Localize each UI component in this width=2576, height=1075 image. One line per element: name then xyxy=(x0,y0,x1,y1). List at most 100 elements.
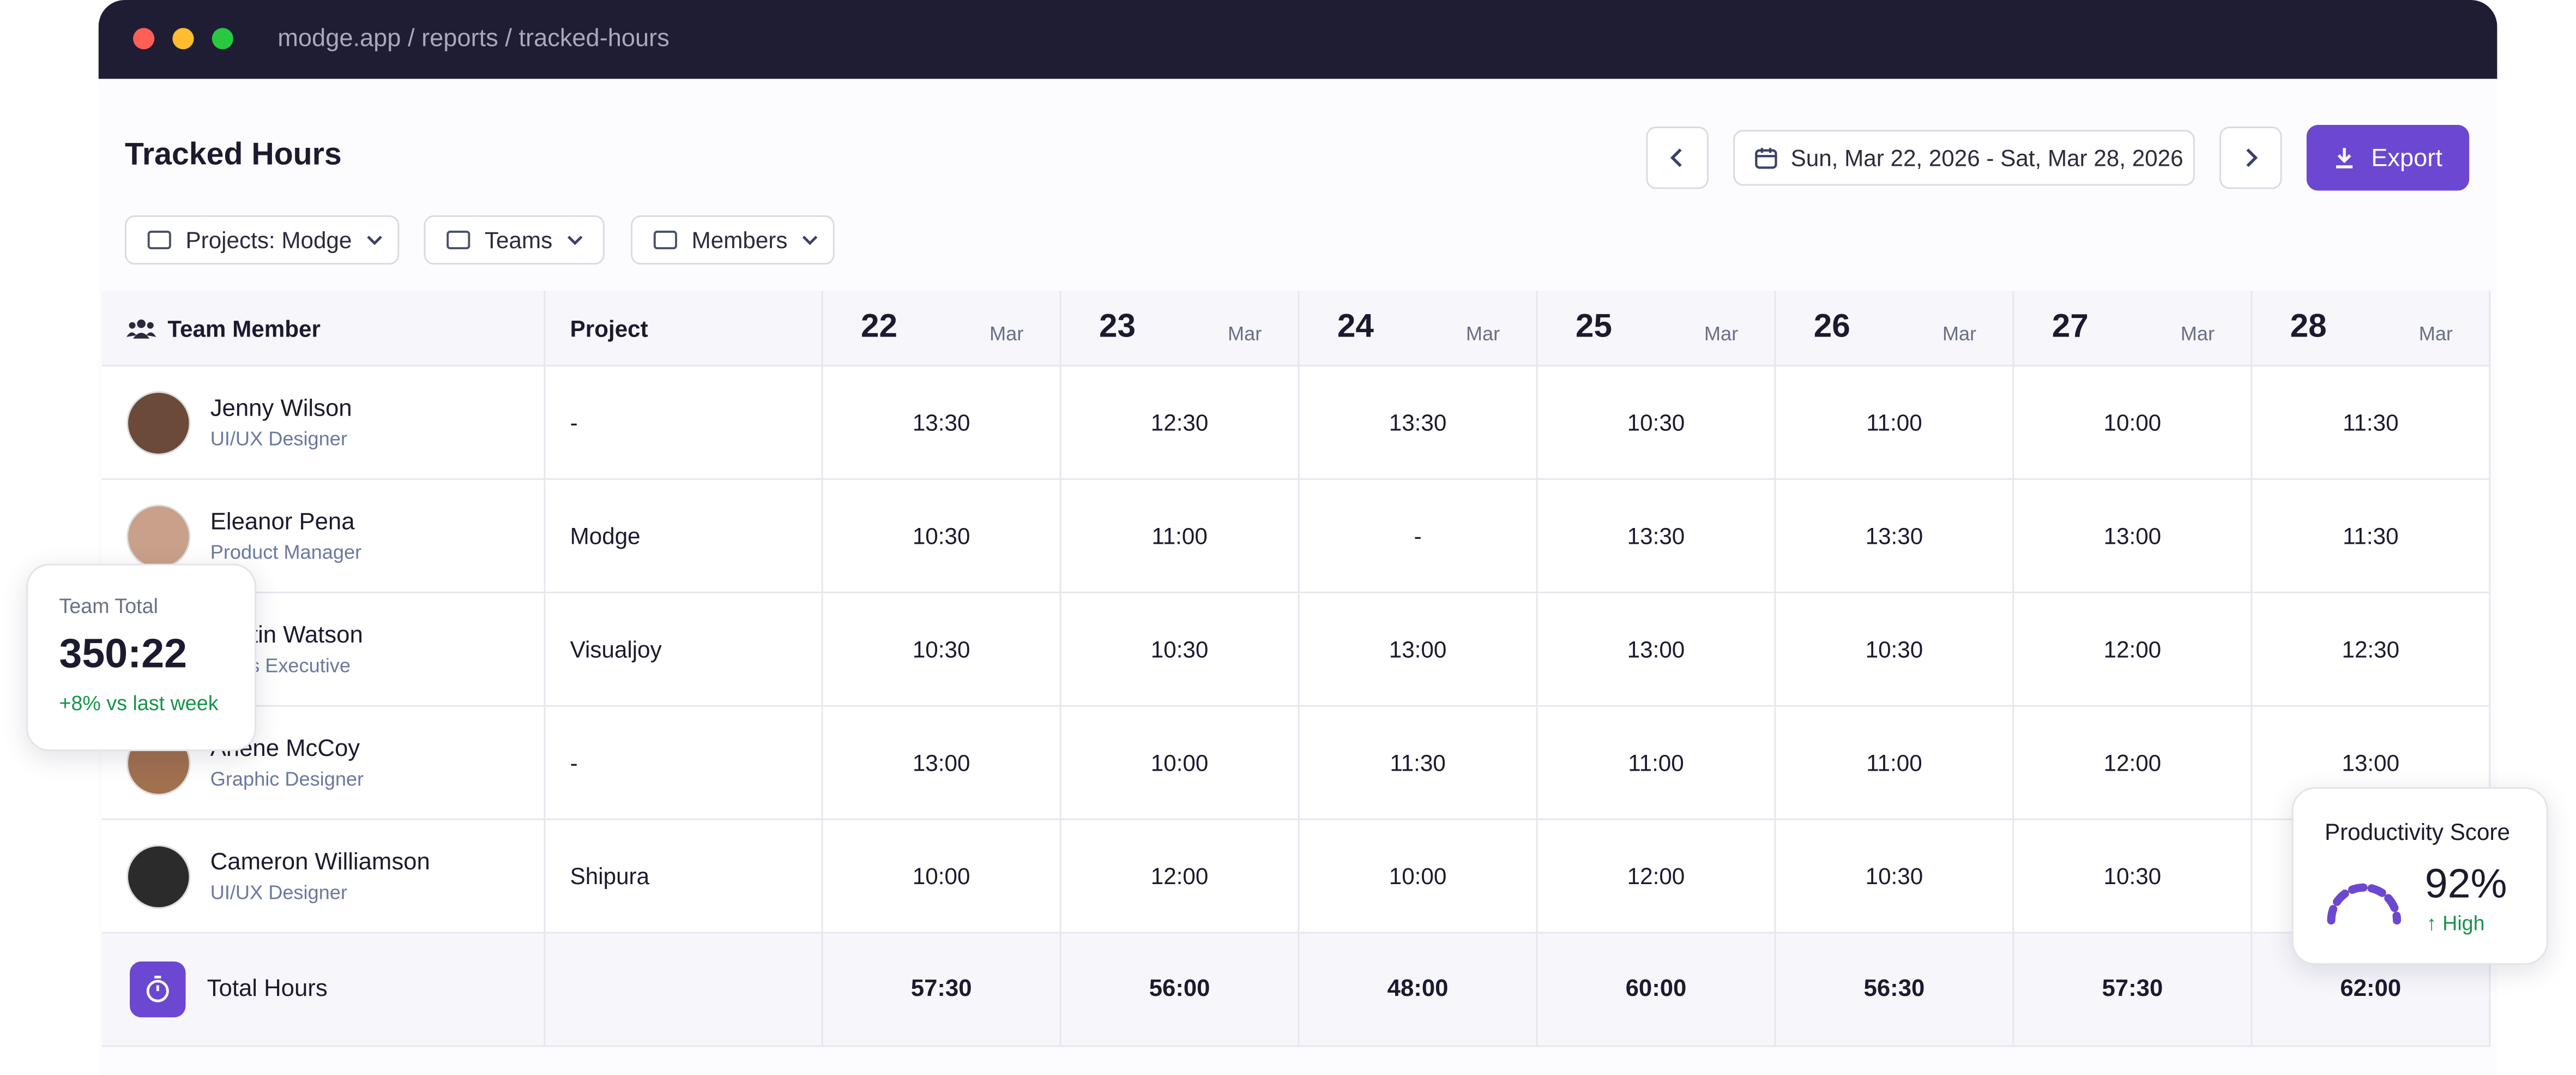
header-cell: Team Member xyxy=(101,291,546,367)
avatar xyxy=(126,390,191,455)
project-cell: Shipura xyxy=(545,820,823,934)
day-number: 27 xyxy=(2052,309,2089,345)
hours-cell: 13:00 xyxy=(1299,593,1538,707)
hours-cell: 10:00 xyxy=(1061,706,1300,820)
hours-cell: 13:30 xyxy=(1299,366,1538,480)
hours-cell: 12:00 xyxy=(2014,593,2253,707)
project-cell: Visualjoy xyxy=(545,593,823,707)
filter-icon xyxy=(147,230,171,249)
total-project-cell xyxy=(545,933,823,1047)
member-info: Eleanor Pena Product Manager xyxy=(210,509,361,563)
filter-icon xyxy=(653,230,677,249)
project-cell: - xyxy=(545,366,823,480)
total-label: Total Hours xyxy=(207,976,328,1003)
hours-cell: 11:00 xyxy=(1776,706,2014,820)
day-number: 28 xyxy=(2290,309,2327,345)
day-month: Mar xyxy=(990,321,1024,345)
hours-cell: 11:30 xyxy=(2252,366,2491,480)
up-arrow: ↑ xyxy=(2426,912,2443,935)
filter-label: Members xyxy=(691,226,788,254)
filter-label: Projects: Modge xyxy=(185,226,352,254)
hours-cell: - xyxy=(1299,479,1538,593)
member-name: Jenny Wilson xyxy=(210,395,352,422)
hours-cell: 11:30 xyxy=(2252,479,2491,593)
close-dot[interactable] xyxy=(133,28,155,50)
hours-cell: 10:30 xyxy=(823,593,1061,707)
date-range: Sun, Mar 22, 2026 - Sat, Mar 28, 2026 xyxy=(1790,145,2183,171)
member-role: Product Manager xyxy=(210,539,362,563)
maximize-dot[interactable] xyxy=(212,28,233,50)
avatar xyxy=(126,503,191,568)
hours-cell: 13:30 xyxy=(1537,479,1776,593)
day-header: 23 Mar xyxy=(1061,291,1300,367)
day-month: Mar xyxy=(2180,321,2215,345)
hours-cell: 12:00 xyxy=(2014,706,2253,820)
member-info: Cameron Williamson UI/UX Designer xyxy=(210,849,430,903)
team-total-change: +8% vs last week xyxy=(59,692,219,715)
filter-button[interactable]: Members xyxy=(631,215,835,265)
member-name: Eleanor Pena xyxy=(210,508,355,535)
day-month: Mar xyxy=(1942,321,1977,345)
member-role: UI/UX Designer xyxy=(210,426,347,450)
project-cell: - xyxy=(545,706,823,820)
browser-bar: modge.app / reports / tracked-hours xyxy=(98,0,2497,79)
filter-button[interactable]: Projects: Modge xyxy=(125,215,400,265)
hours-cell: 11:00 xyxy=(1537,706,1776,820)
chevron xyxy=(367,236,383,245)
hours-cell: 12:30 xyxy=(1061,366,1300,480)
filter-button[interactable]: Teams xyxy=(424,215,605,265)
next-week[interactable] xyxy=(2219,127,2282,189)
day-header: 26 Mar xyxy=(1776,291,2014,367)
member-name: Cameron Williamson xyxy=(210,849,430,875)
productivity-value: 92% xyxy=(2424,861,2507,908)
export-button[interactable]: Export xyxy=(2306,125,2470,191)
hours-cell: 13:00 xyxy=(1537,593,1776,707)
total-hours-cell: 48:00 xyxy=(1299,933,1538,1047)
hours-cell: 12:00 xyxy=(1537,820,1776,934)
day-number: 23 xyxy=(1099,309,1136,345)
avatar xyxy=(126,844,191,908)
day-number: 26 xyxy=(1813,309,1850,345)
hours-cell: 10:30 xyxy=(1061,593,1300,707)
total-label-cell: Total Hours xyxy=(101,933,546,1047)
member-cell: Cameron Williamson UI/UX Designer xyxy=(101,820,546,934)
chevron xyxy=(568,236,583,245)
productivity-status-row: ↑ High xyxy=(2427,912,2485,935)
day-month: Mar xyxy=(2418,321,2453,345)
day-number: 25 xyxy=(1575,309,1612,345)
total-hours-cell: 57:30 xyxy=(2014,933,2253,1047)
minimize-dot[interactable] xyxy=(172,28,194,50)
day-month: Mar xyxy=(1465,321,1500,345)
member-role: Graphic Designer xyxy=(210,766,364,790)
day-header: 25 Mar xyxy=(1537,291,1776,367)
prev-week[interactable] xyxy=(1646,127,1709,189)
hours-cell: 10:30 xyxy=(823,479,1061,593)
productivity-gauge xyxy=(2327,883,2402,925)
productivity-card: Productivity Score 92% ↑ High xyxy=(2291,787,2548,965)
day-number: 22 xyxy=(861,309,898,345)
timer-icon xyxy=(130,961,186,1018)
hours-cell: 13:30 xyxy=(1776,479,2014,593)
hours-cell: 13:30 xyxy=(823,366,1061,480)
project-cell: Modge xyxy=(545,479,823,593)
app: Tracked Hours Sun, Mar 22, 2026 - Sat, M… xyxy=(98,79,2497,1075)
hours-cell: 11:00 xyxy=(1061,479,1300,593)
member-cell: Jenny Wilson UI/UX Designer xyxy=(101,366,546,480)
hours-cell: 10:30 xyxy=(1537,366,1776,480)
hours-cell: 11:30 xyxy=(1299,706,1538,820)
total-hours-cell: 56:30 xyxy=(1776,933,2014,1047)
hours-cell: 12:00 xyxy=(1061,820,1300,934)
hours-cell: 10:00 xyxy=(1299,820,1538,934)
day-month: Mar xyxy=(1704,321,1739,345)
filter-icon xyxy=(447,230,470,249)
team-icon xyxy=(126,319,156,338)
date-picker[interactable]: Sun, Mar 22, 2026 - Sat, Mar 28, 2026 xyxy=(1733,130,2195,186)
hours-cell: 10:00 xyxy=(2014,366,2253,480)
member-role: UI/UX Designer xyxy=(210,880,347,903)
url: modge.app / reports / tracked-hours xyxy=(277,25,669,53)
hours-cell: 13:00 xyxy=(823,706,1061,820)
day-header: 24 Mar xyxy=(1299,291,1538,367)
